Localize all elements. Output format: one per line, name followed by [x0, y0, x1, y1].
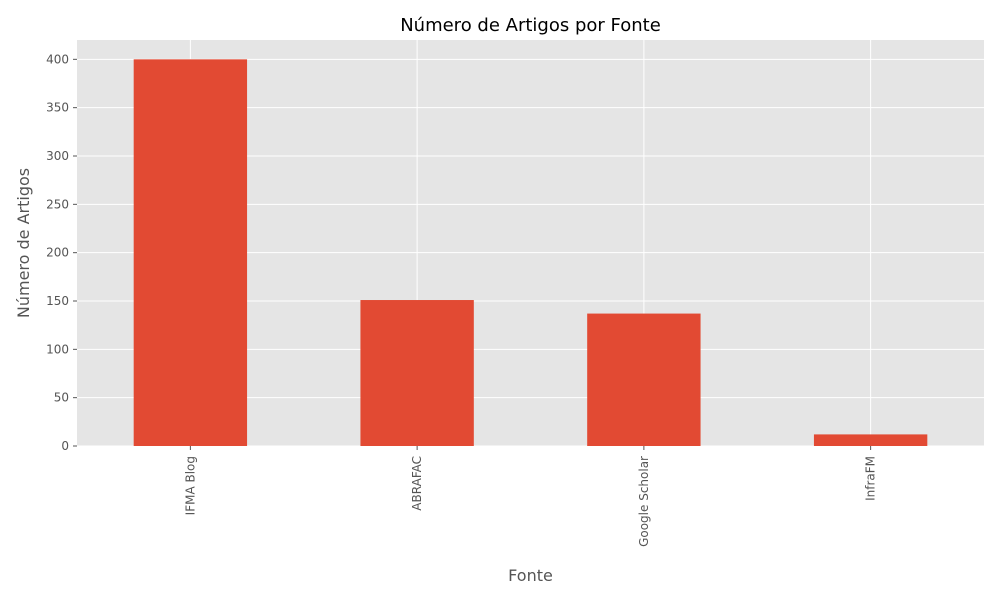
x-axis-ticks: IFMA Blog ABRAFAC Google Scholar InfraFM: [183, 446, 878, 547]
y-tick-label: 250: [46, 197, 69, 211]
x-axis-label: Fonte: [508, 566, 553, 585]
y-tick-label: 300: [46, 149, 69, 163]
x-tick-label: ABRAFAC: [410, 456, 424, 511]
chart-title: Número de Artigos por Fonte: [400, 15, 661, 36]
bar: [587, 313, 701, 446]
bar: [813, 434, 928, 446]
x-tick-label: IFMA Blog: [183, 456, 197, 515]
y-tick-label: 50: [54, 391, 69, 405]
y-tick-label: 200: [46, 246, 69, 260]
bars: [133, 59, 928, 446]
y-tick-label: 400: [46, 52, 69, 66]
y-tick-label: 0: [61, 439, 69, 453]
y-axis-label: Número de Artigos: [14, 168, 33, 318]
bar: [133, 59, 248, 446]
y-axis-ticks: 0 50 100 150 200 250 300 350 400: [46, 52, 77, 453]
bar: [360, 300, 474, 446]
x-tick-label: InfraFM: [864, 456, 878, 501]
x-tick-label: Google Scholar: [637, 456, 651, 547]
y-tick-label: 150: [46, 294, 69, 308]
y-tick-label: 350: [46, 101, 69, 115]
y-tick-label: 100: [46, 342, 69, 356]
